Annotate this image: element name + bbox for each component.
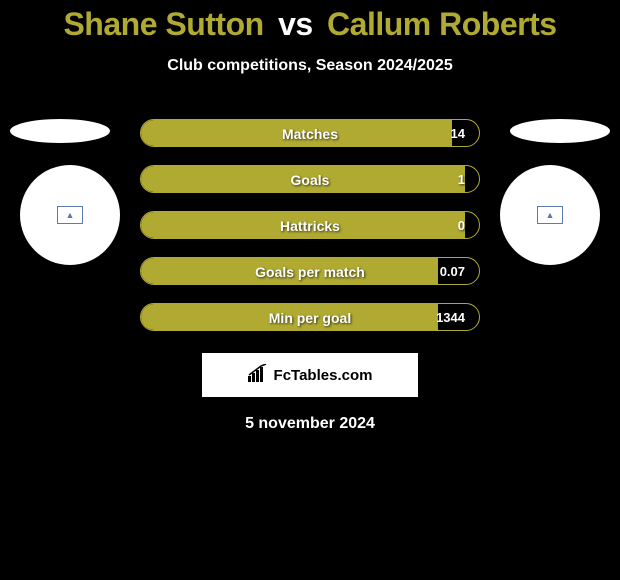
title-vs: vs	[278, 6, 313, 42]
brand-text: FcTables.com	[274, 367, 373, 384]
date-text: 5 november 2024	[0, 415, 620, 433]
brand-chart-icon	[248, 364, 270, 387]
page-title: Shane Sutton vs Callum Roberts	[0, 6, 620, 43]
stat-bar: Matches 14	[140, 119, 480, 147]
stat-value: 1	[458, 166, 465, 193]
subtitle: Club competitions, Season 2024/2025	[0, 57, 620, 75]
stat-bar: Goals 1	[140, 165, 480, 193]
stat-value: 1344	[436, 304, 465, 331]
stat-label: Hattricks	[141, 212, 479, 239]
player2-placeholder-icon: ▲	[537, 206, 563, 224]
placeholder-glyph: ▲	[66, 210, 75, 220]
stat-bar: Min per goal 1344	[140, 303, 480, 331]
player1-ellipse	[10, 119, 110, 143]
brand-box: FcTables.com	[202, 353, 418, 397]
stat-value: 0.07	[440, 258, 465, 285]
stat-bar: Goals per match 0.07	[140, 257, 480, 285]
stat-bar: Hattricks 0	[140, 211, 480, 239]
stat-value: 14	[451, 120, 465, 147]
placeholder-glyph: ▲	[546, 210, 555, 220]
player1-placeholder-icon: ▲	[57, 206, 83, 224]
stats-bars: Matches 14 Goals 1 Hattricks 0 Goals per…	[140, 119, 480, 331]
title-container: Shane Sutton vs Callum Roberts	[0, 0, 620, 43]
player2-ellipse	[510, 119, 610, 143]
content-area: ▲ ▲ Matches 14 Goals 1 Hattricks 0 Goals…	[0, 119, 620, 433]
player2-avatar-circle: ▲	[500, 165, 600, 265]
stat-label: Goals per match	[141, 258, 479, 285]
stat-value: 0	[458, 212, 465, 239]
title-player2: Callum Roberts	[327, 6, 556, 42]
stat-label: Goals	[141, 166, 479, 193]
stat-label: Min per goal	[141, 304, 479, 331]
player1-avatar-circle: ▲	[20, 165, 120, 265]
stat-label: Matches	[141, 120, 479, 147]
title-player1: Shane Sutton	[63, 6, 263, 42]
